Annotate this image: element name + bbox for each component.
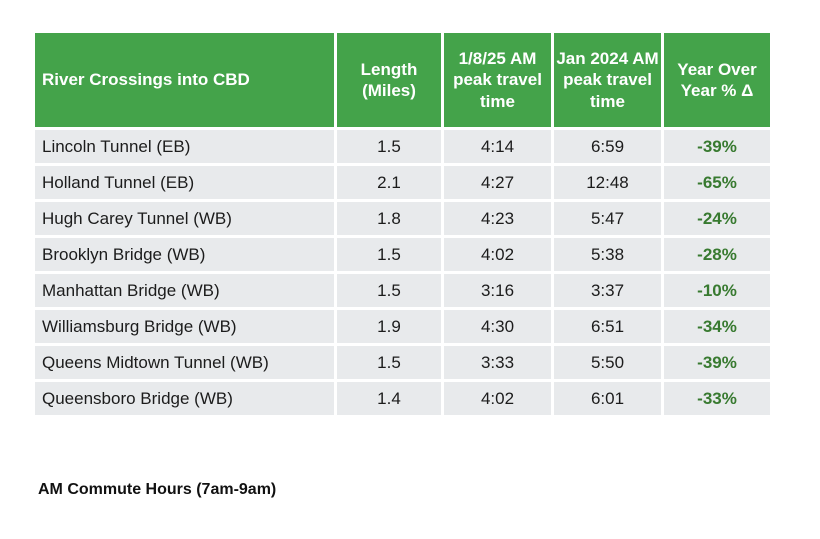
cell-crossing-name: Queens Midtown Tunnel (WB) [35,346,334,379]
header-cell-crossings: River Crossings into CBD [35,33,334,127]
cell-previous-peak: 6:01 [554,382,661,415]
cell-yoy-delta: -65% [664,166,770,199]
cell-length: 1.4 [337,382,441,415]
cell-length: 1.5 [337,130,441,163]
header-cell-yoy: Year Over Year % Δ [664,33,770,127]
cell-crossing-name: Hugh Carey Tunnel (WB) [35,202,334,235]
cell-yoy-delta: -39% [664,130,770,163]
header-cell-length: Length (Miles) [337,33,441,127]
cell-previous-peak: 3:37 [554,274,661,307]
cell-yoy-delta: -34% [664,310,770,343]
cell-yoy-delta: -39% [664,346,770,379]
cell-crossing-name: Queensboro Bridge (WB) [35,382,334,415]
cell-current-peak: 4:30 [444,310,551,343]
cell-length: 2.1 [337,166,441,199]
am-commute-hours-note: AM Commute Hours (7am-9am) [38,481,277,498]
cell-current-peak: 4:02 [444,238,551,271]
cell-previous-peak: 5:47 [554,202,661,235]
cell-length: 1.5 [337,238,441,271]
header-cell-previous-peak: Jan 2024 AM peak travel time [554,33,661,127]
cell-crossing-name: Lincoln Tunnel (EB) [35,130,334,163]
cell-crossing-name: Holland Tunnel (EB) [35,166,334,199]
cell-current-peak: 4:14 [444,130,551,163]
cell-previous-peak: 12:48 [554,166,661,199]
cell-length: 1.9 [337,310,441,343]
cell-crossing-name: Williamsburg Bridge (WB) [35,310,334,343]
cell-yoy-delta: -24% [664,202,770,235]
cell-current-peak: 3:16 [444,274,551,307]
cell-current-peak: 4:27 [444,166,551,199]
cell-length: 1.5 [337,346,441,379]
cell-yoy-delta: -28% [664,238,770,271]
header-cell-current-peak: 1/8/25 AM peak travel time [444,33,551,127]
cell-yoy-delta: -10% [664,274,770,307]
cell-previous-peak: 5:50 [554,346,661,379]
cell-length: 1.5 [337,274,441,307]
river-crossings-table: River Crossings into CBD Length (Miles) … [35,33,773,415]
cell-current-peak: 3:33 [444,346,551,379]
cell-length: 1.8 [337,202,441,235]
cell-crossing-name: Manhattan Bridge (WB) [35,274,334,307]
cell-yoy-delta: -33% [664,382,770,415]
cell-current-peak: 4:02 [444,382,551,415]
cell-previous-peak: 6:51 [554,310,661,343]
cell-previous-peak: 6:59 [554,130,661,163]
cell-current-peak: 4:23 [444,202,551,235]
cell-previous-peak: 5:38 [554,238,661,271]
cell-crossing-name: Brooklyn Bridge (WB) [35,238,334,271]
